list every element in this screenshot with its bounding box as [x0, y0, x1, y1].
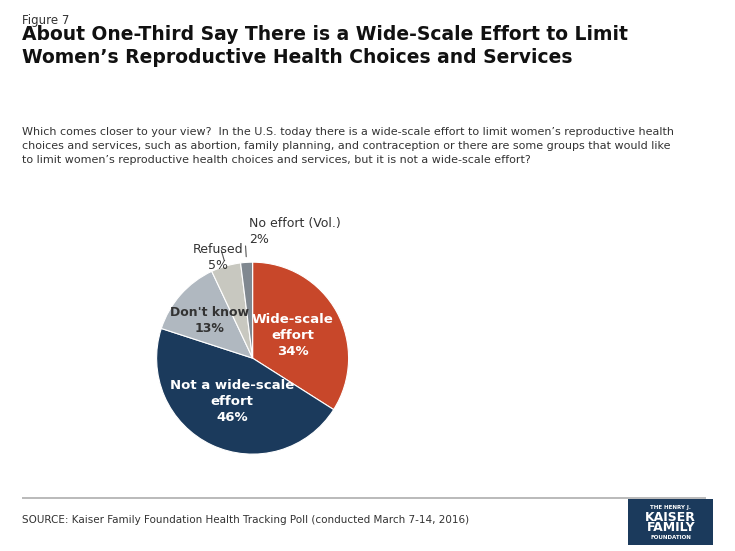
- Text: Not a wide-scale
effort
46%: Not a wide-scale effort 46%: [170, 379, 294, 424]
- Text: SOURCE: Kaiser Family Foundation Health Tracking Poll (conducted March 7-14, 201: SOURCE: Kaiser Family Foundation Health …: [22, 515, 469, 525]
- Text: Which comes closer to your view?  In the U.S. today there is a wide-scale effort: Which comes closer to your view? In the …: [22, 127, 674, 165]
- Text: FAMILY: FAMILY: [646, 521, 695, 534]
- Text: KAISER: KAISER: [645, 511, 696, 524]
- Wedge shape: [161, 271, 253, 358]
- Text: FOUNDATION: FOUNDATION: [650, 535, 691, 540]
- Wedge shape: [240, 262, 253, 358]
- Text: No effort (Vol.)
2%: No effort (Vol.) 2%: [249, 217, 341, 246]
- Text: Don't know
13%: Don't know 13%: [170, 306, 249, 334]
- Text: THE HENRY J.: THE HENRY J.: [650, 505, 691, 510]
- Wedge shape: [212, 263, 253, 358]
- Text: Wide-scale
effort
34%: Wide-scale effort 34%: [252, 314, 334, 359]
- Text: About One-Third Say There is a Wide-Scale Effort to Limit
Women’s Reproductive H: About One-Third Say There is a Wide-Scal…: [22, 25, 628, 67]
- Text: Figure 7: Figure 7: [22, 14, 69, 27]
- Text: Refused
5%: Refused 5%: [193, 243, 243, 272]
- Wedge shape: [157, 328, 334, 454]
- Wedge shape: [253, 262, 348, 409]
